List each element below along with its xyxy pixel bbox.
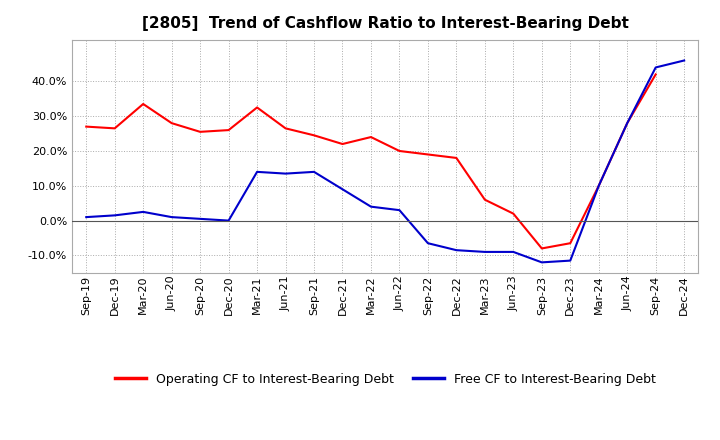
Free CF to Interest-Bearing Debt bbox=[282, 171, 290, 176]
Free CF to Interest-Bearing Debt bbox=[537, 260, 546, 265]
Operating CF to Interest-Bearing Debt bbox=[253, 105, 261, 110]
Line: Free CF to Interest-Bearing Debt: Free CF to Interest-Bearing Debt bbox=[86, 60, 684, 262]
Operating CF to Interest-Bearing Debt bbox=[566, 241, 575, 246]
Operating CF to Interest-Bearing Debt bbox=[623, 121, 631, 126]
Operating CF to Interest-Bearing Debt bbox=[167, 121, 176, 126]
Operating CF to Interest-Bearing Debt bbox=[509, 211, 518, 216]
Free CF to Interest-Bearing Debt bbox=[82, 214, 91, 220]
Operating CF to Interest-Bearing Debt bbox=[452, 155, 461, 161]
Free CF to Interest-Bearing Debt bbox=[395, 208, 404, 213]
Operating CF to Interest-Bearing Debt bbox=[366, 134, 375, 139]
Operating CF to Interest-Bearing Debt bbox=[338, 141, 347, 147]
Free CF to Interest-Bearing Debt bbox=[680, 58, 688, 63]
Operating CF to Interest-Bearing Debt bbox=[537, 246, 546, 251]
Free CF to Interest-Bearing Debt bbox=[338, 187, 347, 192]
Free CF to Interest-Bearing Debt bbox=[225, 218, 233, 223]
Free CF to Interest-Bearing Debt bbox=[196, 216, 204, 221]
Operating CF to Interest-Bearing Debt bbox=[395, 148, 404, 154]
Title: [2805]  Trend of Cashflow Ratio to Interest-Bearing Debt: [2805] Trend of Cashflow Ratio to Intere… bbox=[142, 16, 629, 32]
Free CF to Interest-Bearing Debt bbox=[652, 65, 660, 70]
Free CF to Interest-Bearing Debt bbox=[110, 213, 119, 218]
Free CF to Interest-Bearing Debt bbox=[139, 209, 148, 215]
Operating CF to Interest-Bearing Debt bbox=[282, 126, 290, 131]
Free CF to Interest-Bearing Debt bbox=[480, 249, 489, 255]
Free CF to Interest-Bearing Debt bbox=[566, 258, 575, 263]
Operating CF to Interest-Bearing Debt bbox=[110, 126, 119, 131]
Line: Operating CF to Interest-Bearing Debt: Operating CF to Interest-Bearing Debt bbox=[86, 74, 656, 249]
Free CF to Interest-Bearing Debt bbox=[452, 248, 461, 253]
Free CF to Interest-Bearing Debt bbox=[167, 214, 176, 220]
Operating CF to Interest-Bearing Debt bbox=[82, 124, 91, 129]
Operating CF to Interest-Bearing Debt bbox=[225, 128, 233, 133]
Free CF to Interest-Bearing Debt bbox=[509, 249, 518, 255]
Operating CF to Interest-Bearing Debt bbox=[595, 183, 603, 188]
Operating CF to Interest-Bearing Debt bbox=[423, 152, 432, 157]
Free CF to Interest-Bearing Debt bbox=[423, 241, 432, 246]
Free CF to Interest-Bearing Debt bbox=[366, 204, 375, 209]
Legend: Operating CF to Interest-Bearing Debt, Free CF to Interest-Bearing Debt: Operating CF to Interest-Bearing Debt, F… bbox=[109, 368, 661, 391]
Free CF to Interest-Bearing Debt bbox=[623, 121, 631, 126]
Free CF to Interest-Bearing Debt bbox=[253, 169, 261, 175]
Free CF to Interest-Bearing Debt bbox=[310, 169, 318, 175]
Operating CF to Interest-Bearing Debt bbox=[310, 133, 318, 138]
Operating CF to Interest-Bearing Debt bbox=[196, 129, 204, 135]
Operating CF to Interest-Bearing Debt bbox=[480, 197, 489, 202]
Operating CF to Interest-Bearing Debt bbox=[652, 72, 660, 77]
Operating CF to Interest-Bearing Debt bbox=[139, 101, 148, 106]
Free CF to Interest-Bearing Debt bbox=[595, 183, 603, 188]
